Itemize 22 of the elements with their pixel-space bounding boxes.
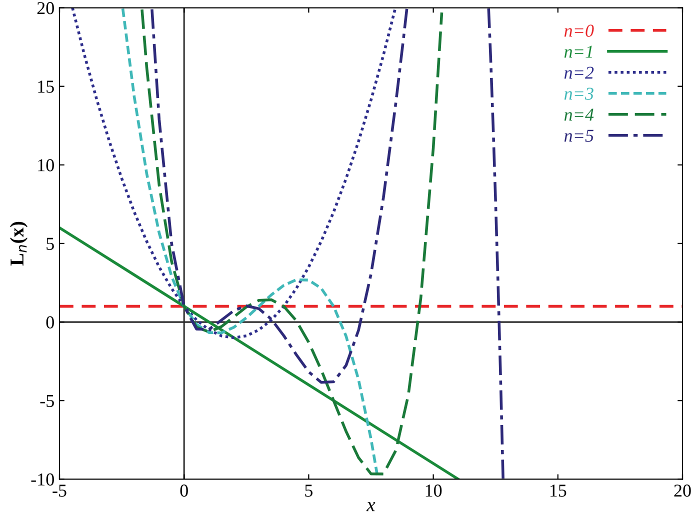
line-series — [71, 8, 397, 340]
line-series — [140, 8, 444, 476]
y-tick-label: 10 — [38, 159, 54, 172]
y-tick-label: 20 — [37, 2, 54, 14]
y-tick-label: -10 — [31, 473, 54, 486]
x-tick-label: 5 — [305, 484, 313, 497]
y-tick-label: 0 — [46, 316, 54, 328]
y-axis-title: L$_{n}$(x) — [10, 222, 28, 266]
legend-label: n=1 — [564, 46, 592, 58]
x-tick-label: 20 — [674, 484, 691, 497]
x-axis-title: x — [366, 502, 376, 512]
legend-label: n=3 — [564, 88, 594, 100]
y-tick-label: 15 — [38, 80, 54, 93]
x-tick-label: 0 — [180, 484, 188, 497]
legend-label: n=2 — [564, 66, 594, 79]
x-tick-label: 15 — [550, 484, 566, 497]
legend-label: n=0 — [564, 24, 594, 37]
y-tick-label: 5 — [46, 238, 54, 250]
legend-label: n=4 — [564, 108, 594, 121]
x-tick-label: 10 — [426, 484, 442, 497]
y-tick-label: -5 — [40, 395, 54, 408]
legend-label: n=5 — [564, 130, 594, 142]
